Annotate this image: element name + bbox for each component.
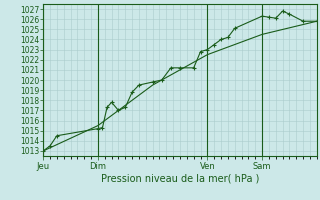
X-axis label: Pression niveau de la mer( hPa ): Pression niveau de la mer( hPa ) — [101, 173, 259, 183]
